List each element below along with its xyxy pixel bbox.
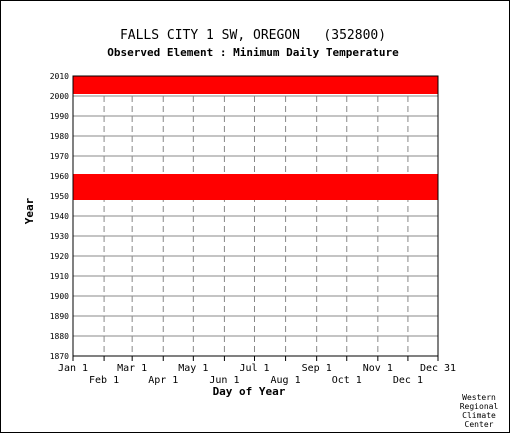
y-tick-label: 1880 [50,332,69,341]
y-tick-label: 1890 [50,312,69,321]
grid [72,75,439,361]
credit-line: Western [462,393,496,402]
y-tick-label: 2000 [50,92,69,101]
x-tick-label: Sep 1 [302,363,332,374]
credit-line: Center [465,420,494,429]
credit-block: Western Regional Climate Center [460,393,499,429]
chart-title: FALLS CITY 1 SW, OREGON (352800) [120,28,386,43]
coverage-band [73,76,438,94]
chart-subtitle: Observed Element : Minimum Daily Tempera… [107,46,399,59]
y-tick-label: 1950 [50,192,69,201]
coverage-band [73,174,438,200]
x-tick-labels: Jan 1 Mar 1 May 1 Jul 1 Sep 1 Nov 1 Dec 31 Feb … [58,363,456,386]
y-tick-label: 1970 [50,152,69,161]
x-tick-label: Jun 1 [209,375,239,386]
x-tick-label: Mar 1 [117,363,147,374]
y-tick-label: 2010 [50,72,69,81]
x-tick-label: Apr 1 [148,375,178,386]
y-tick-label: 1930 [50,232,69,241]
y-tick-label: 1940 [50,212,69,221]
x-tick-label: Jan 1 [58,363,88,374]
x-tick-label: May 1 [178,363,208,374]
x-tick-label: Jul 1 [239,363,269,374]
x-tick-label: Nov 1 [363,363,393,374]
y-tick-label: 1960 [50,172,69,181]
y-tick-labels: 1870 1880 1890 1900 1910 1920 1930 1940 1950 1960… [50,72,69,361]
x-tick-label: Oct 1 [332,375,362,386]
x-tick-label: Feb 1 [89,375,119,386]
y-tick-label: 1980 [50,132,69,141]
y-tick-label: 1900 [50,292,69,301]
y-tick-label: 1910 [50,272,69,281]
y-tick-label: 1870 [50,352,69,361]
x-tick-label: Dec 31 [420,363,456,374]
x-tick-label: Dec 1 [393,375,423,386]
y-tick-label: 1920 [50,252,69,261]
y-tick-label: 1990 [50,112,69,121]
x-axis-label: Day of Year [213,385,286,398]
plot-area-border [72,75,439,357]
credit-line: Climate [462,411,496,420]
y-axis-label: Year [23,197,36,224]
credit-line: Regional [460,402,499,411]
coverage-bands [73,76,438,200]
x-tick-label: Aug 1 [271,375,301,386]
